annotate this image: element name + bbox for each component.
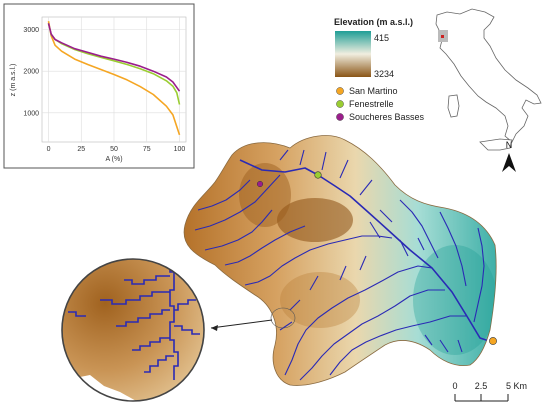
legend-label-fenestrelle: Fenestrelle: [349, 99, 394, 109]
y-tick-2000: 2000: [23, 69, 39, 76]
river-network: [194, 149, 493, 381]
scale-tick-5: 5 Km: [506, 381, 527, 391]
main-river: [239, 159, 493, 343]
legend-marker-fenestrelle: [336, 100, 344, 108]
station-san-martino: [489, 337, 497, 345]
tributary: [424, 334, 463, 353]
x-tick-75: 75: [143, 146, 151, 153]
x-axis-label: A (%): [105, 156, 122, 163]
chart-series: [47, 21, 181, 136]
elevation-colorbar: [335, 31, 371, 77]
chart-gridlines: [42, 17, 186, 142]
legend-label-san-martino: San Martino: [349, 86, 398, 96]
inset-chart-panel: 1000 2000 3000 0 25 50 75 100 A (%) z (m…: [3, 3, 195, 169]
tributary: [197, 179, 251, 211]
dark-ridge: [280, 272, 360, 328]
zoom-main-river: [169, 260, 179, 380]
zoom-tributary: [174, 325, 200, 335]
zoom-outside-basin: [62, 375, 204, 401]
sardinia: [447, 94, 460, 118]
legend: Elevation (m a.s.l.) 415 3234 San Martin…: [334, 17, 425, 122]
legend-label-soucheres-basses: Soucheres Basses: [349, 112, 425, 122]
station-soucheres-basses: [256, 180, 264, 188]
tributary: [439, 211, 467, 287]
series-line-soucheres-basses: [47, 23, 181, 92]
tributary: [284, 265, 433, 376]
tributary: [399, 199, 439, 259]
zoom-tributary: [116, 309, 170, 327]
zoom-circle-frame: [61, 258, 205, 402]
chart-tick-labels: 1000 2000 3000 0 25 50 75 100: [23, 27, 185, 153]
sicily: [479, 138, 513, 151]
x-tick-50: 50: [110, 146, 118, 153]
colorbar-bottom-label: 3234: [374, 69, 394, 79]
x-tick-100: 100: [174, 146, 186, 153]
tributary: [279, 255, 367, 331]
italy-mainland: [435, 8, 542, 143]
y-tick-1000: 1000: [23, 110, 39, 117]
tributary: [194, 174, 281, 231]
dark-ridge: [239, 163, 291, 227]
tributary: [224, 225, 306, 266]
study-area-marker: [441, 35, 444, 38]
colorbar-top-label: 415: [374, 33, 389, 43]
y-axis-label: z (m a.s.l.): [10, 64, 17, 97]
legend-marker-soucheres-basses: [336, 113, 344, 121]
italy-locator-map: [435, 8, 542, 151]
scale-tick-0: 0: [452, 381, 457, 391]
tributary: [473, 227, 485, 323]
x-tick-25: 25: [77, 146, 85, 153]
y-tick-3000: 3000: [23, 27, 39, 34]
tributary: [299, 289, 445, 381]
scale-bar: 0 2.5 5 Km: [452, 381, 527, 402]
scale-tick-2-5: 2.5: [475, 381, 488, 391]
basin-map: [183, 135, 497, 386]
zoom-tributary: [174, 299, 196, 311]
low-valley: [413, 245, 497, 355]
zoom-river-cells: [68, 260, 200, 380]
zoom-tributary: [68, 311, 86, 317]
zoom-source-area: [270, 307, 296, 329]
legend-marker-san-martino: [336, 87, 344, 95]
legend-title: Elevation (m a.s.l.): [334, 17, 413, 27]
tributary: [279, 149, 373, 196]
tributary: [204, 209, 273, 251]
x-tick-0: 0: [47, 146, 51, 153]
station-fenestrelle: [314, 171, 322, 179]
zoom-inset: [61, 258, 205, 402]
zoom-tributary: [100, 291, 170, 305]
north-arrow: N: [502, 140, 516, 172]
tributary: [329, 315, 466, 376]
tributary: [244, 235, 393, 286]
tributary: [369, 209, 425, 257]
catchment-elevation: [183, 135, 497, 386]
zoom-arrowhead: [211, 325, 218, 331]
series-line-san-martino: [47, 21, 181, 136]
zoom-tributary: [124, 275, 170, 285]
zoom-tributary: [144, 355, 174, 373]
north-arrow-icon: [502, 153, 516, 172]
north-label: N: [506, 140, 513, 150]
zoom-tributary: [132, 337, 170, 351]
zoom-leader-line: [210, 319, 273, 329]
dark-ridge: [277, 198, 353, 242]
terrain-shading: [239, 163, 497, 355]
